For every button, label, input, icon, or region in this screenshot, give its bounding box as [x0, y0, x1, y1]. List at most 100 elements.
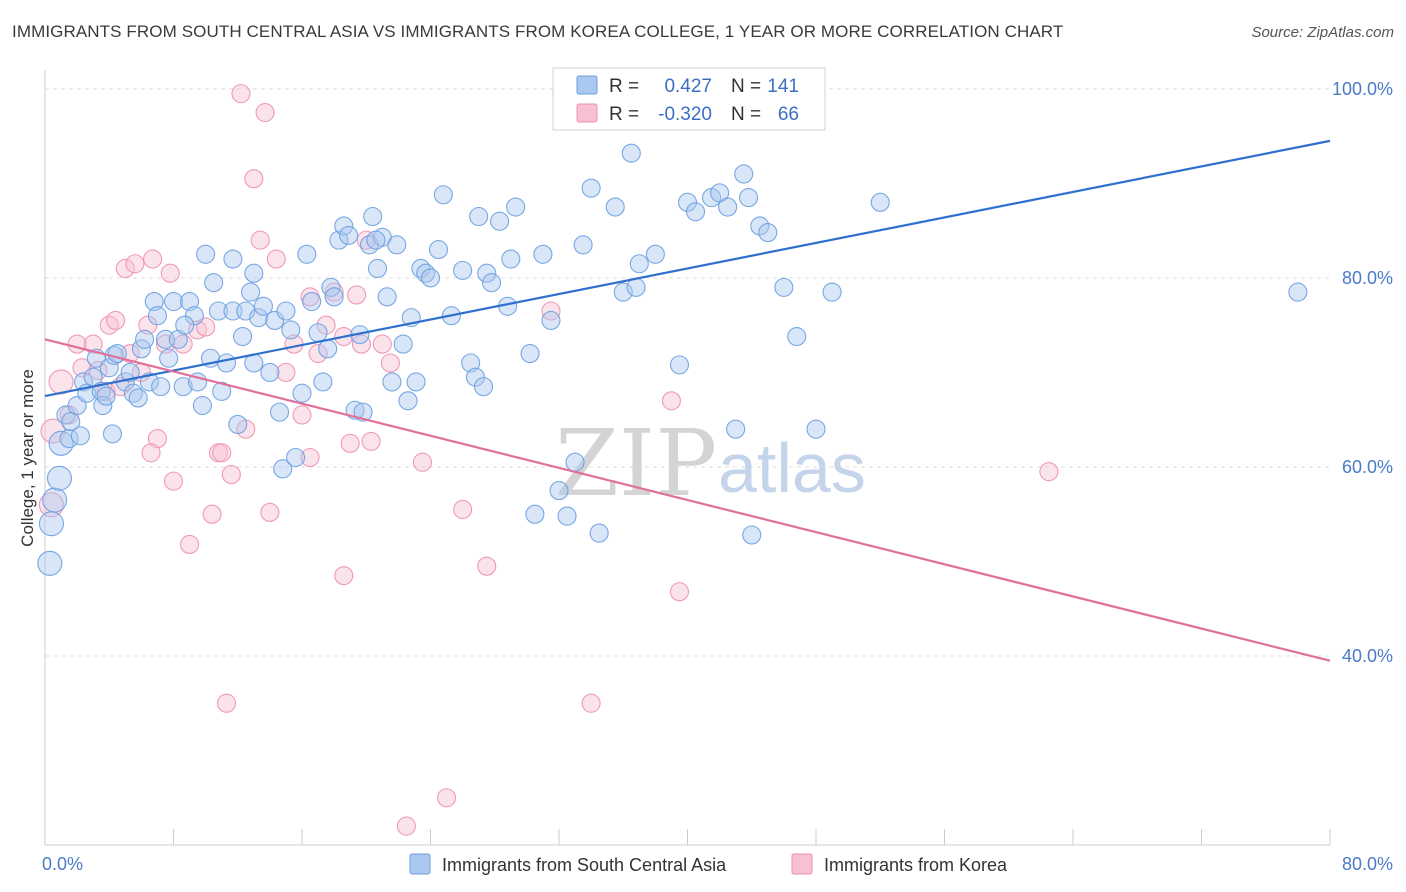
point-korea-29	[221, 464, 241, 485]
gridlines	[45, 88, 1330, 657]
point-korea-51	[380, 353, 400, 373]
point-korea-55	[453, 499, 473, 520]
point-sca-76	[363, 206, 383, 227]
point-sca-127	[750, 216, 770, 236]
point-korea-59	[661, 391, 681, 411]
trend-lines	[44, 139, 1331, 662]
legend-n-value-2: 66	[778, 104, 799, 125]
point-sca-39	[192, 395, 212, 416]
point-sca-96	[477, 263, 497, 283]
point-korea-17	[143, 249, 163, 269]
point-sca-62	[297, 244, 317, 264]
y-axis-label: College, 1 year or more	[18, 369, 37, 547]
legend-r-label-2: R =	[609, 104, 639, 125]
point-sca-54	[260, 362, 280, 382]
point-sca-17	[99, 358, 119, 378]
point-sca-131	[806, 419, 826, 439]
point-sca-43	[208, 301, 229, 321]
point-sca-79	[377, 287, 397, 307]
point-sca-27	[139, 372, 159, 392]
point-sca-101	[506, 197, 526, 217]
point-sca-6	[59, 429, 79, 449]
series-legend-swatch-blue	[409, 853, 431, 875]
point-korea-6	[83, 334, 103, 354]
point-sca-105	[541, 310, 561, 331]
point-sca-135	[366, 230, 386, 250]
point-sca-34	[168, 329, 188, 349]
point-sca-125	[738, 188, 759, 208]
point-korea-56	[477, 556, 497, 576]
point-sca-82	[393, 334, 413, 354]
point-korea-21	[163, 471, 184, 491]
south-central-asia-points	[37, 143, 1308, 576]
series-legend-label-blue: Immigrants from South Central Asia	[442, 855, 727, 875]
point-sca-28	[144, 292, 164, 312]
point-sca-71	[339, 225, 359, 245]
point-sca-29	[147, 306, 167, 326]
point-sca-114	[621, 143, 641, 163]
point-sca-42	[204, 273, 224, 293]
point-korea-25	[196, 317, 216, 337]
point-sca-55	[265, 310, 285, 331]
point-sca-140	[473, 377, 494, 397]
point-korea-14	[125, 254, 145, 274]
point-sca-35	[173, 377, 193, 397]
legend-n-value-1: 141	[767, 76, 799, 97]
point-sca-64	[308, 323, 328, 343]
point-sca-45	[216, 353, 237, 373]
legend-r-label-1: R =	[609, 76, 639, 97]
point-sca-80	[382, 372, 402, 392]
point-sca-100	[501, 249, 521, 269]
point-korea-61	[1039, 462, 1059, 482]
point-sca-63	[302, 292, 322, 312]
point-sca-30	[151, 377, 171, 397]
point-sca-138	[175, 315, 195, 335]
point-sca-0	[37, 550, 63, 576]
point-sca-10	[74, 372, 94, 392]
axes	[44, 70, 1331, 846]
point-korea-7	[88, 360, 108, 381]
point-sca-24	[128, 388, 148, 408]
point-sca-126	[742, 525, 762, 545]
point-korea-28	[216, 693, 237, 713]
point-korea-39	[292, 405, 312, 425]
legend-n-label-1: N =	[731, 76, 761, 97]
x-tick-label-0: 0.0%	[42, 854, 83, 874]
point-korea-36	[266, 249, 286, 269]
point-korea-26	[202, 504, 222, 524]
point-sca-139	[223, 249, 243, 269]
source-credit: Source: ZipAtlas.com	[1251, 24, 1394, 41]
point-korea-23	[180, 534, 200, 555]
point-korea-4	[67, 334, 87, 354]
point-sca-117	[669, 355, 690, 375]
point-korea-35	[260, 502, 280, 522]
point-korea-60	[669, 582, 690, 602]
point-sca-93	[461, 353, 481, 373]
point-sca-52	[249, 308, 269, 328]
y-tick-label-0: 100.0%	[1332, 79, 1393, 99]
point-sca-90	[433, 185, 453, 205]
legend-r-value-2: -0.320	[658, 104, 712, 125]
point-sca-112	[605, 197, 625, 217]
point-korea-30	[231, 84, 251, 104]
watermark: ZIP atlas	[555, 410, 866, 517]
point-korea-12	[115, 258, 135, 279]
legend-frame	[552, 67, 826, 131]
point-korea-33	[250, 230, 270, 250]
point-sca-102	[520, 343, 540, 364]
point-korea-64	[141, 443, 161, 463]
point-sca-95	[469, 206, 489, 227]
point-sca-124	[734, 164, 754, 184]
point-sca-103	[525, 504, 545, 524]
x-tick-labels: 0.0% 80.0%	[42, 854, 1393, 874]
legend-swatch-pink	[576, 103, 598, 123]
point-sca-9	[70, 426, 90, 446]
point-korea-62	[300, 447, 320, 468]
point-korea-47	[351, 334, 371, 354]
point-sca-134	[1288, 282, 1308, 302]
point-korea-41	[308, 343, 328, 364]
point-sca-97	[481, 273, 502, 293]
point-sca-3	[46, 465, 73, 491]
point-sca-59	[281, 320, 301, 340]
